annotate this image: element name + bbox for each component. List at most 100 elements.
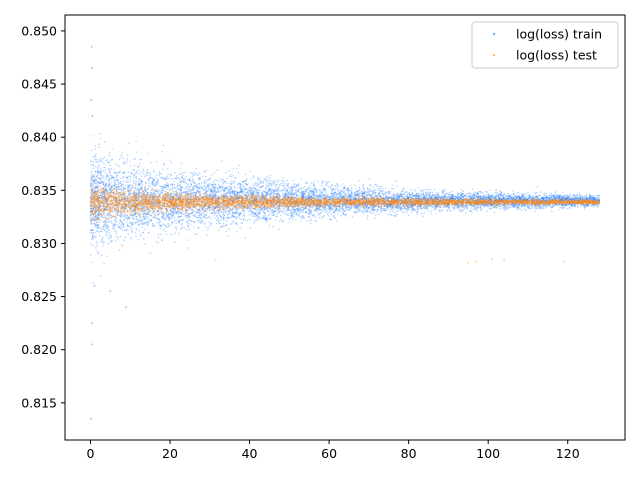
- data-point: [156, 179, 159, 182]
- data-point: [157, 236, 160, 239]
- data-point: [160, 188, 163, 190]
- data-point: [103, 262, 105, 265]
- data-point: [555, 203, 557, 205]
- data-point: [524, 198, 526, 201]
- data-point: [231, 182, 234, 185]
- data-point: [223, 180, 226, 183]
- data-point: [120, 221, 122, 224]
- data-point: [103, 190, 105, 193]
- data-point: [455, 203, 458, 206]
- data-point: [97, 174, 99, 176]
- data-point: [149, 196, 152, 199]
- data-point: [109, 188, 112, 190]
- data-point: [158, 221, 160, 223]
- data-point: [389, 210, 392, 212]
- data-point: [148, 219, 150, 222]
- data-point: [368, 193, 370, 195]
- data-point: [210, 190, 212, 192]
- data-point: [309, 189, 311, 191]
- data-point: [378, 202, 380, 205]
- data-point: [181, 206, 184, 208]
- data-point: [165, 218, 167, 220]
- data-point: [403, 187, 405, 190]
- data-point: [358, 186, 361, 189]
- data-point: [184, 216, 187, 218]
- data-point: [484, 204, 486, 206]
- data-point: [147, 191, 150, 194]
- data-point: [442, 199, 444, 201]
- data-point: [241, 199, 244, 202]
- data-point: [233, 185, 236, 187]
- data-point: [332, 208, 335, 210]
- data-point: [503, 202, 505, 205]
- data-point: [423, 196, 426, 199]
- data-point: [120, 156, 122, 159]
- data-point: [415, 195, 418, 198]
- data-point: [95, 236, 97, 238]
- data-point: [123, 228, 126, 231]
- data-point: [128, 225, 130, 228]
- data-point: [269, 174, 272, 177]
- data-point: [499, 207, 502, 210]
- data-point: [368, 201, 370, 203]
- data-point: [489, 200, 492, 203]
- data-point: [431, 191, 434, 194]
- data-point: [537, 200, 539, 202]
- data-point: [517, 191, 520, 194]
- data-point: [254, 181, 257, 184]
- data-point: [592, 199, 594, 202]
- data-point: [91, 238, 93, 241]
- data-point: [498, 197, 500, 200]
- data-point: [94, 231, 97, 234]
- data-point: [201, 186, 204, 189]
- data-point: [133, 218, 135, 220]
- data-point: [407, 214, 410, 217]
- data-point: [433, 202, 435, 204]
- data-point: [437, 202, 439, 205]
- data-point: [98, 231, 100, 233]
- data-point: [477, 207, 480, 209]
- data-point: [294, 201, 297, 204]
- data-point: [120, 172, 123, 174]
- data-point: [233, 194, 236, 196]
- data-point: [104, 192, 107, 195]
- data-point: [100, 160, 102, 162]
- data-point: [521, 209, 523, 211]
- data-point: [423, 212, 426, 214]
- data-point: [565, 201, 568, 203]
- data-point: [323, 187, 325, 189]
- data-point: [510, 198, 512, 201]
- data-point: [128, 191, 130, 194]
- data-point: [92, 167, 95, 169]
- data-point: [427, 191, 429, 193]
- data-point: [198, 182, 200, 185]
- data-point: [479, 195, 481, 197]
- data-point: [114, 182, 116, 184]
- data-point: [485, 204, 487, 206]
- data-point: [461, 208, 464, 211]
- data-point: [329, 203, 331, 206]
- data-point: [397, 205, 399, 207]
- data-point: [177, 198, 179, 201]
- data-point: [471, 199, 473, 202]
- data-point: [177, 213, 180, 216]
- data-point: [109, 236, 112, 239]
- data-point: [157, 241, 159, 244]
- data-point: [196, 211, 198, 213]
- data-point: [215, 219, 218, 222]
- data-point: [105, 232, 108, 234]
- data-point: [102, 242, 105, 245]
- data-point: [226, 182, 229, 184]
- data-point: [358, 179, 360, 182]
- data-point: [206, 193, 208, 195]
- data-point: [457, 201, 460, 204]
- data-point: [133, 192, 135, 195]
- data-point: [195, 207, 197, 209]
- data-point: [156, 222, 158, 224]
- data-point: [255, 214, 258, 216]
- data-point: [204, 217, 206, 219]
- data-point: [462, 190, 465, 193]
- data-point: [275, 203, 277, 206]
- data-point: [124, 236, 126, 239]
- data-point: [273, 200, 276, 203]
